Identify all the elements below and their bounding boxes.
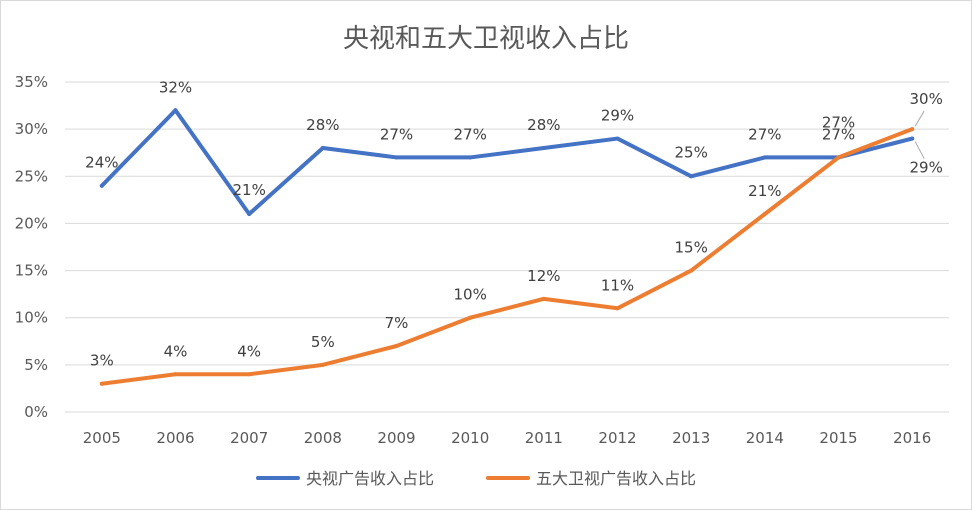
data-label: 7% <box>385 314 409 332</box>
data-point <box>99 381 104 386</box>
data-label: 30% <box>909 90 942 108</box>
series-line <box>99 108 915 216</box>
y-tick-label: 15% <box>15 262 48 280</box>
data-label: 25% <box>674 143 707 161</box>
x-tick-label: 2014 <box>746 429 784 447</box>
data-label: 27% <box>453 125 486 143</box>
data-point <box>910 136 915 141</box>
data-point <box>689 174 694 179</box>
data-point <box>173 108 178 113</box>
x-tick-label: 2010 <box>451 429 489 447</box>
data-label: 4% <box>237 342 261 360</box>
data-label: 10% <box>453 286 486 304</box>
y-tick-label: 20% <box>15 214 48 232</box>
y-axis-ticks: 0% 5% 10% 15% 20% 25% 30% 35% <box>15 73 48 421</box>
data-point <box>247 212 252 216</box>
legend: 央视广告收入占比 五大卫视广告收入占比 <box>256 469 696 488</box>
series-line <box>99 127 915 386</box>
data-label: 27% <box>822 113 855 131</box>
data-label: 3% <box>90 352 114 370</box>
series-lines <box>99 108 915 386</box>
data-point <box>541 296 546 301</box>
y-tick-label: 0% <box>24 403 48 421</box>
x-tick-label: 2015 <box>819 429 857 447</box>
data-point <box>910 127 915 132</box>
data-label: 29% <box>909 159 942 177</box>
legend-label: 五大卫视广告收入占比 <box>536 469 696 488</box>
y-tick-label: 30% <box>15 120 48 138</box>
data-label: 32% <box>159 78 192 96</box>
data-point <box>762 155 767 160</box>
data-point <box>320 362 325 367</box>
data-point <box>247 372 252 377</box>
leader-line <box>914 141 925 159</box>
data-labels: 24%32%21%28%27% 27%28%29%25%27% 27%29%3%4%… <box>85 78 943 369</box>
legend-label: 央视广告收入占比 <box>306 469 434 488</box>
x-tick-label: 2016 <box>893 429 931 447</box>
data-point <box>99 183 104 188</box>
data-label: 11% <box>601 276 634 294</box>
data-label: 5% <box>311 333 335 351</box>
data-label: 27% <box>380 125 413 143</box>
data-point <box>689 268 694 273</box>
x-tick-label: 2008 <box>304 429 342 447</box>
y-tick-label: 5% <box>24 356 48 374</box>
data-label: 28% <box>306 116 339 134</box>
data-point <box>541 146 546 150</box>
x-tick-label: 2012 <box>598 429 636 447</box>
y-tick-label: 35% <box>15 73 48 91</box>
data-label: 28% <box>527 116 560 134</box>
data-label: 21% <box>232 181 265 199</box>
data-point <box>762 212 767 216</box>
x-tick-label: 2007 <box>230 429 268 447</box>
data-label: 4% <box>164 342 188 360</box>
data-point <box>615 306 620 311</box>
y-tick-label: 25% <box>15 167 48 185</box>
data-point <box>394 155 399 160</box>
x-tick-label: 2009 <box>377 429 415 447</box>
data-point <box>836 155 841 160</box>
data-point <box>320 146 325 150</box>
data-point <box>468 155 473 160</box>
data-label: 21% <box>748 182 781 200</box>
chart-title: 央视和五大卫视收入占比 <box>343 24 629 54</box>
y-tick-label: 10% <box>15 309 48 327</box>
data-point <box>394 344 399 348</box>
leader-line <box>914 110 925 127</box>
data-point <box>173 372 178 377</box>
x-axis-ticks: 2005 2006 2007 2008 2009 2010 2011 2012 2013 2014… <box>83 429 932 447</box>
data-label: 27% <box>822 125 855 143</box>
data-label: 29% <box>601 107 634 125</box>
x-tick-label: 2011 <box>525 429 563 447</box>
gridlines <box>65 81 949 413</box>
data-label: 24% <box>85 154 118 172</box>
data-label: 15% <box>674 239 707 257</box>
data-label: 12% <box>527 267 560 285</box>
data-label: 27% <box>748 125 781 143</box>
x-tick-label: 2005 <box>83 429 121 447</box>
x-tick-label: 2013 <box>672 429 710 447</box>
data-point <box>468 315 473 320</box>
x-tick-label: 2006 <box>156 429 194 447</box>
data-point <box>615 136 620 141</box>
